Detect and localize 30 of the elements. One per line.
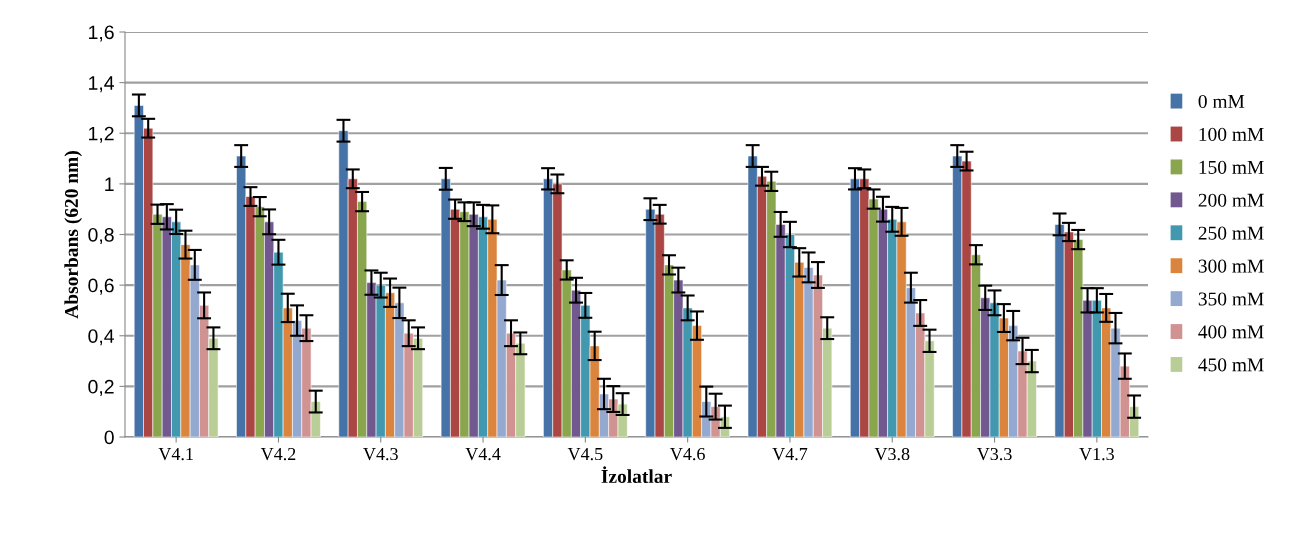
x-axis-title: İzolatlar [601,466,672,484]
x-tick-label: V4.5 [567,448,603,461]
x-tick-label: V4.1 [158,448,193,461]
x-tick-label: V4.2 [260,447,296,461]
y-tick-label: 0,8 [88,227,114,245]
x-tick-label: V4.4 [465,448,501,461]
y-tick-label: 0,4 [88,329,115,346]
legend-label: 150 mM [1199,160,1264,174]
legend-label: 100 mM [1199,127,1264,141]
y-tick-label: 0,2 [88,379,114,396]
legend-label: 300 mM [1198,259,1264,273]
x-tick-label: V1.3 [1079,447,1114,461]
x-tick-label: V4.3 [363,447,398,461]
y-tick-label: 1,4 [89,76,115,93]
x-tick-label: V3.3 [976,447,1012,461]
x-tick-label: V3.8 [874,447,910,461]
y-tick-label: 1,6 [89,25,114,42]
legend-label: 400 mM [1198,325,1264,339]
y-axis-title: Absorbans (620 nm) [64,151,82,319]
x-tick-label: V4.6 [670,447,705,461]
legend-label: 200 mM [1198,193,1264,207]
legend-label: 350 mM [1198,292,1264,306]
y-tick-label: 1 [105,177,114,191]
y-tick-label: 0 [104,430,114,445]
y-tick-label: 1,2 [89,126,114,143]
y-tick-label: 0,6 [88,278,114,295]
x-tick-label: V4.7 [772,448,808,461]
legend-label: 450 mM [1198,358,1264,372]
legend-label: 0 mM [1198,94,1245,109]
legend-label: 250 mM [1198,226,1264,240]
